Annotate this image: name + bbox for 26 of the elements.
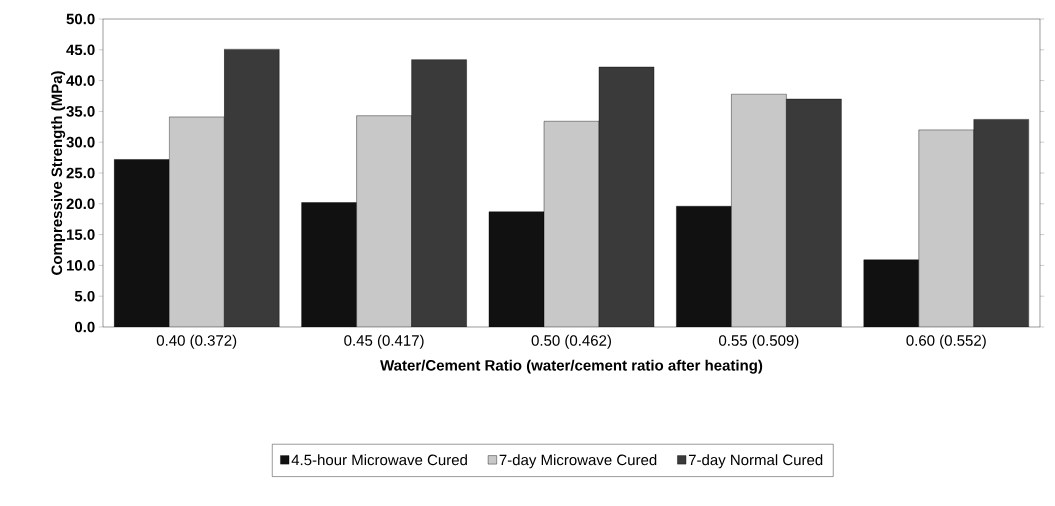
y-tick-label: 30.0 bbox=[66, 136, 95, 148]
y-tick-label: 45.0 bbox=[66, 44, 95, 56]
y-tick-label: 35.0 bbox=[66, 106, 95, 117]
legend-label: 4.5-hour Microwave Cured bbox=[291, 454, 467, 466]
y-tick-label: 50.0 bbox=[66, 13, 95, 25]
bar bbox=[598, 66, 655, 327]
legend-label: 7-day Microwave Cured bbox=[499, 454, 657, 469]
bar bbox=[973, 119, 1029, 327]
bar bbox=[786, 98, 842, 327]
x-tick-label: 0.45 (0.417) bbox=[344, 334, 424, 349]
x-tick-label: 0.60 (0.552) bbox=[906, 334, 986, 349]
bar bbox=[411, 59, 467, 327]
y-tick-label: 15.0 bbox=[66, 229, 95, 240]
y-tick-label: 0.0 bbox=[74, 321, 95, 333]
y-tick-label: 10.0 bbox=[66, 260, 95, 271]
x-axis-title: Water/Cement Ratio (water/cement ratio after heating) bbox=[380, 359, 763, 374]
y-axis-title: Compressive Strength (MPa) bbox=[51, 71, 66, 275]
y-tick-label: 25.0 bbox=[66, 167, 95, 179]
bar bbox=[224, 48, 280, 327]
y-tick-label: 20.0 bbox=[66, 198, 95, 210]
y-tick-label: 5.0 bbox=[74, 290, 95, 302]
y-tick-label: 40.0 bbox=[66, 75, 95, 86]
legend-label: 7-day Normal Cured bbox=[688, 454, 823, 469]
x-tick-label: 0.50 (0.462) bbox=[531, 334, 611, 349]
x-tick-label: 0.40 (0.372) bbox=[156, 334, 237, 349]
x-tick-label: 0.55 (0.509) bbox=[719, 334, 799, 349]
